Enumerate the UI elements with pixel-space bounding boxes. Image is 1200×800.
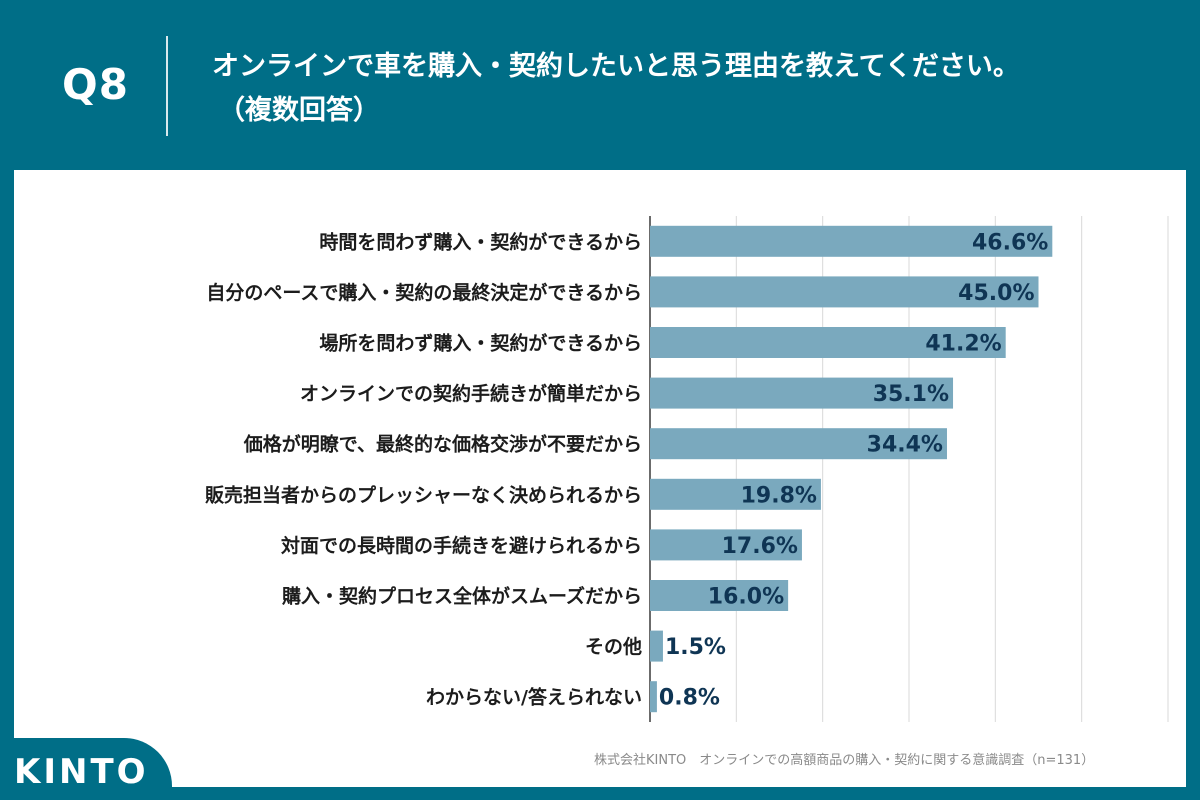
category-label: 対面での長時間の手続きを避けられるから bbox=[280, 534, 642, 557]
bar bbox=[650, 327, 1006, 358]
category-label: 自分のペースで購入・契約の最終決定ができるから bbox=[206, 281, 642, 304]
header: Q8 オンラインで車を購入・契約したいと思う理由を教えてください。 （複数回答） bbox=[0, 0, 1200, 170]
data-label: 34.4% bbox=[867, 433, 943, 458]
bar bbox=[650, 428, 947, 460]
category-label: わからない/答えられない bbox=[426, 686, 642, 709]
bar bbox=[650, 529, 802, 561]
data-label: 45.0% bbox=[958, 281, 1034, 306]
category-label: 購入・契約プロセス全体がスムーズだから bbox=[282, 585, 642, 608]
category-label: 時間を問わず購入・契約ができるから bbox=[319, 230, 642, 253]
source-note: 株式会社KINTO オンラインでの高額商品の購入・契約に関する意識調査（n=13… bbox=[594, 753, 1095, 768]
data-label: 0.8% bbox=[659, 686, 720, 711]
header-divider bbox=[166, 36, 168, 136]
data-label: 17.6% bbox=[722, 534, 798, 559]
data-label: 19.8% bbox=[741, 483, 817, 508]
category-label: オンラインでの契約手続きが簡単だから bbox=[300, 382, 642, 405]
kinto-logo: KINTO bbox=[14, 752, 149, 792]
question-title: オンラインで車を購入・契約したいと思う理由を教えてください。 bbox=[212, 51, 1020, 82]
bar bbox=[650, 580, 789, 611]
data-label: 46.6% bbox=[972, 230, 1048, 255]
category-label: 販売担当者からのプレッシャーなく決められるから bbox=[205, 483, 642, 506]
bar bbox=[650, 478, 821, 510]
bar bbox=[650, 377, 954, 409]
data-label: 1.5% bbox=[665, 635, 726, 660]
question-subtitle: （複数回答） bbox=[218, 95, 380, 126]
bar bbox=[650, 681, 657, 713]
data-label: 41.2% bbox=[925, 332, 1001, 357]
bar bbox=[650, 276, 1039, 308]
data-label: 35.1% bbox=[873, 382, 949, 407]
category-label: 場所を問わず購入・契約ができるから bbox=[319, 332, 642, 355]
bar bbox=[650, 225, 1053, 257]
logo-tab bbox=[0, 738, 172, 800]
chart-panel: 時間を問わず購入・契約ができるから 46.6% 自分のペースで購入・契約の最終決定が… bbox=[14, 170, 1186, 787]
category-label: その他 bbox=[585, 635, 642, 658]
category-label: 価格が明瞭で、最終的な価格交渉が不要だから bbox=[243, 433, 642, 456]
bar-chart: 時間を問わず購入・契約ができるから 46.6% 自分のペースで購入・契約の最終決定が… bbox=[205, 216, 1169, 722]
data-label: 16.0% bbox=[708, 585, 784, 610]
question-label: Q8 bbox=[62, 60, 129, 109]
bar bbox=[650, 630, 663, 662]
